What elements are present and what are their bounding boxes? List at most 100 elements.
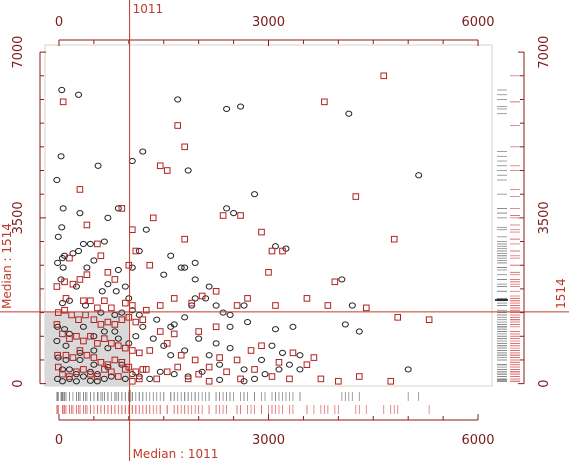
data-point-square bbox=[97, 252, 105, 260]
data-point-circle bbox=[156, 368, 164, 375]
data-point-square bbox=[75, 316, 82, 323]
data-point-circle bbox=[107, 373, 115, 380]
marginal-rugs bbox=[56, 75, 520, 414]
data-point-circle bbox=[345, 110, 353, 117]
data-point-circle bbox=[114, 205, 122, 212]
data-point-circle bbox=[58, 378, 66, 385]
data-point-circle bbox=[112, 288, 120, 295]
data-point-square bbox=[237, 212, 244, 219]
data-point-circle bbox=[216, 376, 224, 383]
data-point-square bbox=[216, 354, 223, 361]
data-point-circle bbox=[167, 252, 175, 259]
data-point-square bbox=[132, 318, 140, 326]
data-point-square bbox=[303, 361, 311, 368]
data-point-circle bbox=[139, 148, 147, 155]
data-point-square bbox=[111, 321, 119, 328]
data-point-square bbox=[104, 361, 112, 368]
data-point-circle bbox=[118, 309, 126, 316]
data-point-square bbox=[258, 342, 265, 350]
data-point-square bbox=[94, 340, 101, 347]
median-x-bottom-label: Median : 1011 bbox=[133, 447, 219, 461]
data-point-square bbox=[115, 342, 122, 350]
data-point-circle bbox=[258, 356, 266, 364]
data-point-circle bbox=[90, 361, 98, 368]
data-point-square bbox=[156, 162, 164, 170]
data-point-circle bbox=[285, 361, 293, 368]
data-point-square bbox=[174, 363, 182, 371]
data-point-square bbox=[362, 304, 370, 312]
data-point-circle bbox=[61, 326, 69, 333]
data-point-square bbox=[108, 304, 115, 312]
top-x-tick-label: 3000 bbox=[252, 15, 285, 30]
data-point-circle bbox=[181, 347, 189, 354]
data-point-square bbox=[163, 368, 171, 376]
bottom-x-tick-label: 6000 bbox=[461, 433, 494, 448]
data-point-circle bbox=[195, 335, 203, 342]
data-point-square bbox=[355, 373, 363, 380]
data-point-circle bbox=[404, 366, 412, 373]
data-point-circle bbox=[90, 333, 98, 340]
data-point-square bbox=[90, 316, 98, 323]
data-point-circle bbox=[205, 352, 213, 359]
data-point-circle bbox=[278, 349, 286, 356]
data-point-circle bbox=[58, 86, 66, 94]
data-point-square bbox=[76, 276, 84, 283]
data-point-square bbox=[59, 370, 66, 378]
data-point-circle bbox=[240, 366, 248, 373]
data-point-square bbox=[83, 271, 91, 279]
data-point-circle bbox=[90, 347, 98, 354]
data-point-circle bbox=[226, 323, 234, 330]
data-point-circle bbox=[58, 300, 66, 307]
data-point-square bbox=[129, 377, 136, 385]
data-point-circle bbox=[79, 240, 87, 248]
data-point-circle bbox=[104, 345, 112, 352]
data-point-square bbox=[111, 276, 119, 283]
data-point-circle bbox=[72, 378, 80, 385]
data-point-circle bbox=[181, 314, 189, 321]
data-point-circle bbox=[226, 311, 234, 319]
data-point-square bbox=[87, 332, 94, 340]
data-point-square bbox=[108, 368, 115, 376]
top-x-tick-label: 0 bbox=[55, 15, 63, 30]
data-point-square bbox=[286, 375, 293, 383]
data-point-square bbox=[101, 297, 108, 305]
data-point-circle bbox=[296, 366, 304, 373]
data-point-square bbox=[73, 368, 80, 376]
data-point-circle bbox=[240, 302, 248, 309]
data-point-circle bbox=[296, 352, 304, 359]
data-point-square bbox=[125, 314, 133, 321]
data-point-circle bbox=[191, 259, 199, 266]
data-point-square bbox=[390, 235, 398, 243]
data-point-square bbox=[122, 344, 129, 352]
data-point-square bbox=[53, 321, 61, 328]
data-point-circle bbox=[170, 321, 178, 328]
data-point-square bbox=[181, 143, 188, 151]
data-point-square bbox=[163, 167, 171, 174]
data-point-circle bbox=[226, 345, 234, 352]
data-point-circle bbox=[149, 335, 157, 342]
data-point-circle bbox=[98, 288, 106, 295]
data-point-square bbox=[212, 323, 220, 331]
data-point-square bbox=[97, 321, 105, 328]
data-point-square bbox=[195, 370, 202, 378]
data-point-circle bbox=[65, 366, 73, 373]
data-point-circle bbox=[86, 377, 94, 384]
data-point-square bbox=[272, 302, 279, 309]
data-point-circle bbox=[153, 316, 161, 323]
median-x-top-label: 1011 bbox=[133, 2, 164, 16]
data-point-circle bbox=[76, 356, 84, 364]
data-point-circle bbox=[289, 323, 297, 330]
data-point-circle bbox=[125, 340, 133, 347]
data-point-square bbox=[205, 363, 213, 371]
top-x-tick-label: 6000 bbox=[461, 15, 494, 30]
data-points bbox=[53, 72, 433, 385]
data-point-square bbox=[146, 347, 154, 354]
data-point-square bbox=[139, 316, 147, 323]
data-point-square bbox=[54, 363, 62, 371]
data-point-circle bbox=[216, 361, 224, 368]
data-point-square bbox=[387, 377, 395, 385]
data-point-square bbox=[62, 351, 70, 359]
data-point-square bbox=[129, 226, 136, 234]
data-point-circle bbox=[59, 264, 67, 271]
data-point-square bbox=[303, 295, 311, 302]
